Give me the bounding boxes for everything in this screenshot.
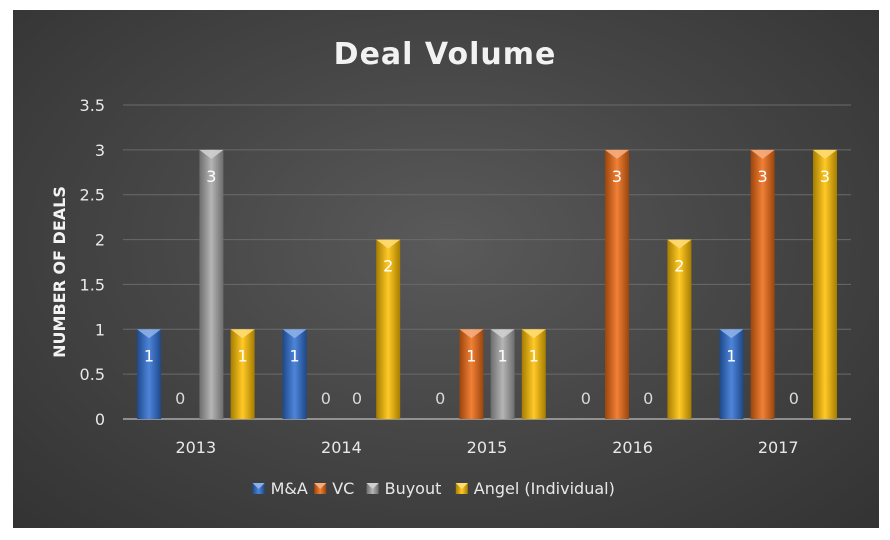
y-tick-label: 3.5 bbox=[80, 96, 105, 115]
bar-cap bbox=[605, 149, 629, 159]
data-label: 1 bbox=[466, 346, 476, 365]
chart-area: Deal Volume NUMBER OF DEALS 0 0.5 1 1.5 2 2.5… bbox=[13, 10, 879, 528]
bar-angel-individual-2013 bbox=[230, 329, 255, 419]
bar-cap bbox=[750, 149, 775, 159]
x-tick-label: 2014 bbox=[321, 438, 362, 457]
bar-cap bbox=[490, 329, 515, 339]
bar-angel-individual-2017 bbox=[813, 149, 837, 419]
data-label: 1 bbox=[144, 346, 154, 365]
data-label: 3 bbox=[820, 167, 830, 186]
data-label: 1 bbox=[498, 346, 508, 365]
data-label: 0 bbox=[175, 389, 185, 408]
bar-cap bbox=[137, 329, 161, 339]
data-label: 1 bbox=[238, 346, 248, 365]
legend-item-buyout[interactable]: Buyout bbox=[366, 479, 442, 498]
y-tick-label: 3 bbox=[95, 141, 105, 160]
y-tick-label: 2.5 bbox=[80, 186, 105, 205]
bar-cap bbox=[230, 329, 255, 339]
bar-buyout-2013 bbox=[199, 149, 224, 419]
bar-cap bbox=[719, 329, 744, 339]
data-label: 0 bbox=[789, 389, 799, 408]
data-labels: 1 0 3 1 1 0 0 2 0 1 1 1 0 3 0 2 1 3 0 3 bbox=[144, 167, 830, 408]
bar-cap bbox=[667, 239, 692, 249]
bar-m-a-2014 bbox=[282, 329, 307, 419]
legend-swatch-cap bbox=[455, 483, 468, 489]
data-label: 0 bbox=[352, 389, 362, 408]
y-axis-ticks: 0 0.5 1 1.5 2 2.5 3 3.5 bbox=[80, 96, 105, 429]
legend-item-vc[interactable]: VC bbox=[314, 479, 354, 498]
data-label: 2 bbox=[383, 257, 393, 276]
legend-item-angel-individual[interactable]: Angel (Individual) bbox=[455, 479, 615, 498]
bar-vc-2017 bbox=[750, 149, 775, 419]
chart-title: Deal Volume bbox=[334, 37, 557, 72]
x-axis-ticks: 2013 2014 2015 2016 2017 bbox=[175, 438, 798, 457]
data-label: 2 bbox=[674, 257, 684, 276]
x-tick-label: 2015 bbox=[467, 438, 508, 457]
bars bbox=[137, 149, 837, 419]
data-label: 0 bbox=[643, 389, 653, 408]
bar-cap bbox=[521, 329, 546, 339]
y-tick-label: 2 bbox=[95, 231, 105, 250]
bar-cap bbox=[199, 149, 224, 159]
legend-item-m-a[interactable]: M&A bbox=[252, 479, 308, 498]
bar-m-a-2013 bbox=[137, 329, 161, 419]
legend-label: Buyout bbox=[385, 479, 442, 498]
data-label: 1 bbox=[290, 346, 300, 365]
legend-label: Angel (Individual) bbox=[474, 479, 615, 498]
legend-swatch-cap bbox=[366, 483, 379, 489]
y-tick-label: 1 bbox=[95, 320, 105, 339]
legend-label: M&A bbox=[271, 479, 308, 498]
bar-chart: Deal Volume NUMBER OF DEALS 0 0.5 1 1.5 2 2.5… bbox=[50, 37, 851, 498]
data-label: 1 bbox=[726, 346, 736, 365]
bar-vc-2015 bbox=[459, 329, 484, 419]
data-label: 1 bbox=[529, 346, 539, 365]
y-axis-title: NUMBER OF DEALS bbox=[50, 186, 69, 358]
bar-vc-2016 bbox=[605, 149, 629, 419]
bar-cap bbox=[282, 329, 307, 339]
bar-cap bbox=[376, 239, 401, 249]
bar-angel-individual-2014 bbox=[376, 239, 401, 419]
bar-m-a-2017 bbox=[719, 329, 744, 419]
x-tick-label: 2017 bbox=[758, 438, 799, 457]
bar-angel-individual-2016 bbox=[667, 239, 692, 419]
legend-label: VC bbox=[332, 479, 354, 498]
data-label: 0 bbox=[435, 389, 445, 408]
data-label: 3 bbox=[206, 167, 216, 186]
data-label: 3 bbox=[612, 167, 622, 186]
legend-swatch-cap bbox=[314, 483, 327, 489]
data-label: 3 bbox=[758, 167, 768, 186]
bar-cap bbox=[459, 329, 484, 339]
y-tick-label: 0.5 bbox=[80, 365, 105, 384]
y-tick-label: 0 bbox=[95, 410, 105, 429]
bar-angel-individual-2015 bbox=[521, 329, 546, 419]
x-tick-label: 2016 bbox=[612, 438, 653, 457]
bar-buyout-2015 bbox=[490, 329, 515, 419]
data-label: 0 bbox=[321, 389, 331, 408]
x-tick-label: 2013 bbox=[175, 438, 216, 457]
data-label: 0 bbox=[581, 389, 591, 408]
legend: M&A VC Buyout Angel (Individual) bbox=[252, 479, 615, 498]
y-tick-label: 1.5 bbox=[80, 275, 105, 294]
legend-swatch-cap bbox=[252, 483, 265, 489]
bar-cap bbox=[813, 149, 837, 159]
